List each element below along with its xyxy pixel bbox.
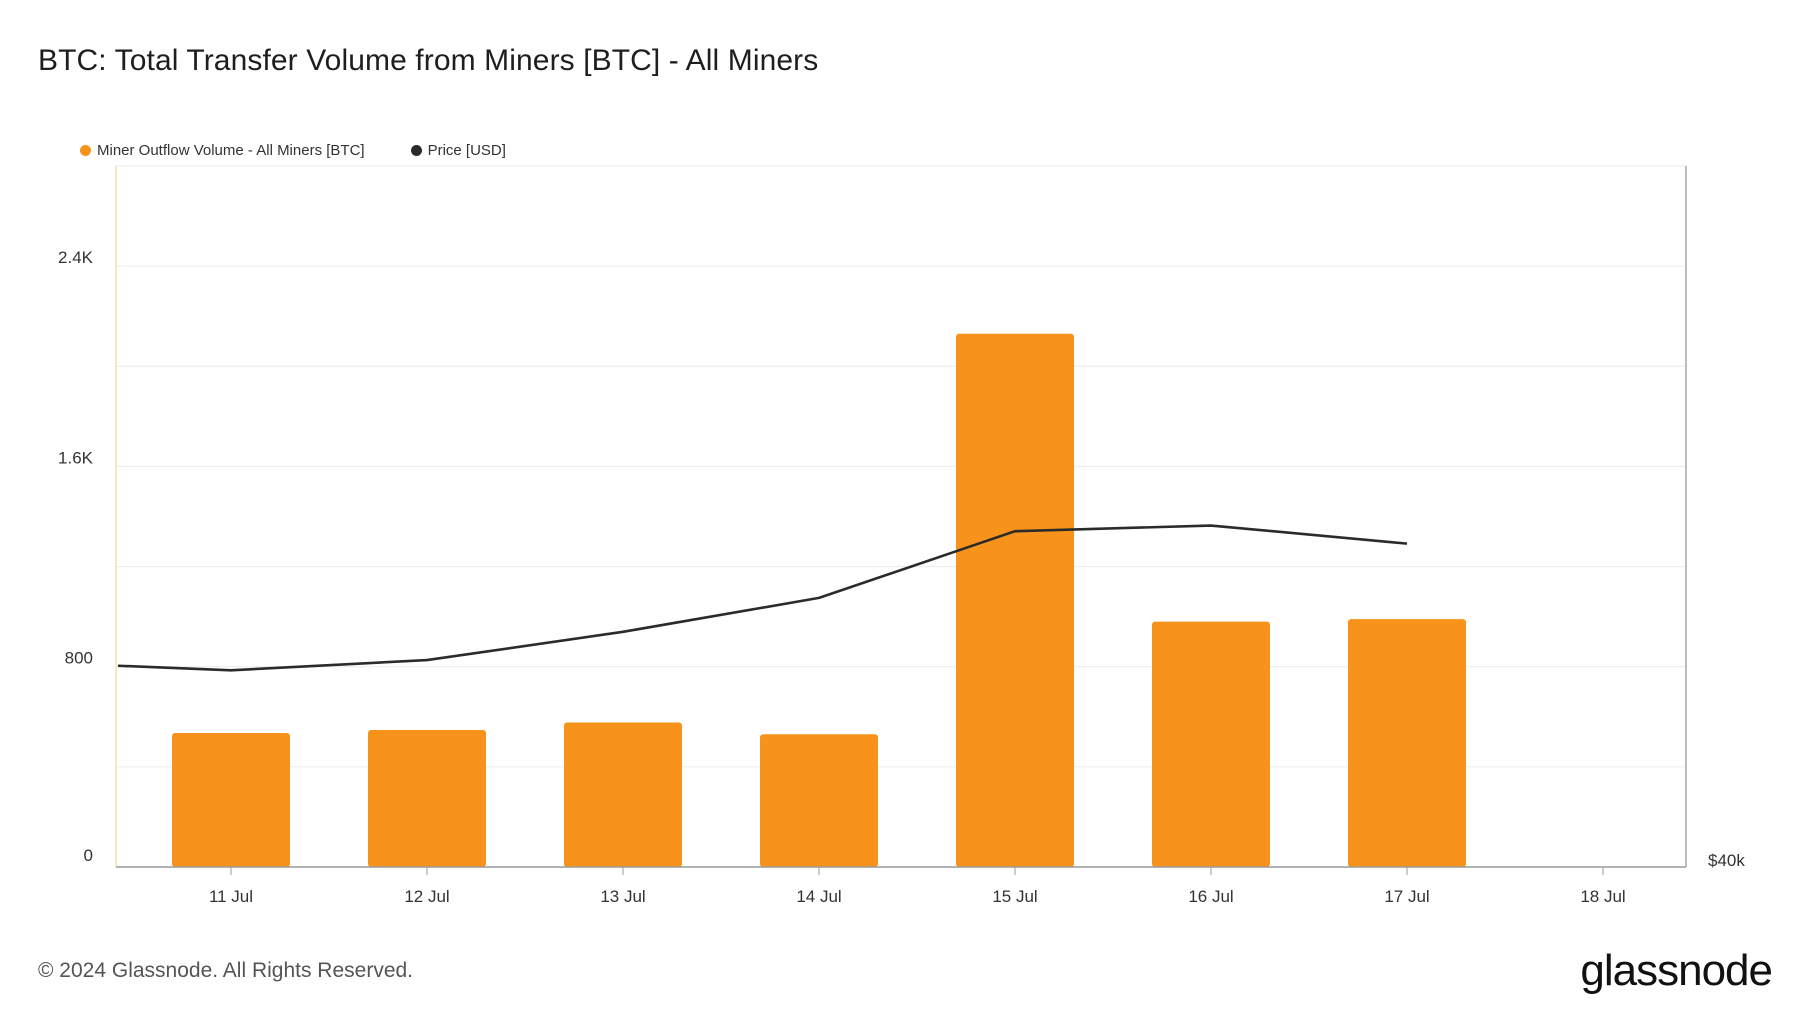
chart-title: BTC: Total Transfer Volume from Miners […	[38, 44, 819, 77]
glassnode-logo: glassnode	[1580, 946, 1773, 995]
legend-item-outflow[interactable]: Miner Outflow Volume - All Miners [BTC]	[80, 142, 365, 159]
x-tick-label: 12 Jul	[404, 887, 449, 906]
x-tick-label: 13 Jul	[600, 887, 645, 906]
legend-swatch-outflow	[80, 145, 91, 156]
chart-legend: Miner Outflow Volume - All Miners [BTC] …	[80, 142, 552, 159]
price-line	[117, 524, 1408, 672]
bar-14-jul	[760, 734, 878, 867]
bar-13-jul	[564, 722, 682, 867]
bar-16-jul	[1152, 621, 1270, 867]
bar-11-jul	[172, 733, 290, 867]
bar-17-jul	[1348, 619, 1466, 867]
y-left-tick-label: 2.4K	[58, 248, 94, 267]
bar-12-jul	[368, 730, 486, 867]
bar-15-jul	[956, 333, 1074, 868]
legend-label-price: Price [USD]	[427, 142, 506, 159]
x-tick-label: 17 Jul	[1384, 887, 1429, 906]
x-tick-label: 11 Jul	[209, 887, 253, 906]
copyright-text: © 2024 Glassnode. All Rights Reserved.	[38, 959, 414, 982]
legend-item-price[interactable]: Price [USD]	[410, 142, 506, 159]
y-left-tick-label: 800	[65, 649, 93, 668]
x-tick-label: 16 Jul	[1188, 887, 1233, 906]
y-left-tick-label: 1.6K	[58, 448, 94, 467]
y-left-tick-label: 0	[84, 846, 93, 865]
legend-label-outflow: Miner Outflow Volume - All Miners [BTC]	[97, 142, 365, 159]
x-tick-label: 14 Jul	[796, 887, 841, 906]
x-tick-label: 15 Jul	[992, 887, 1037, 906]
legend-swatch-price	[410, 145, 422, 156]
y-right-tick-label: $40k	[1708, 851, 1745, 870]
x-tick-label: 18 Jul	[1580, 887, 1625, 906]
